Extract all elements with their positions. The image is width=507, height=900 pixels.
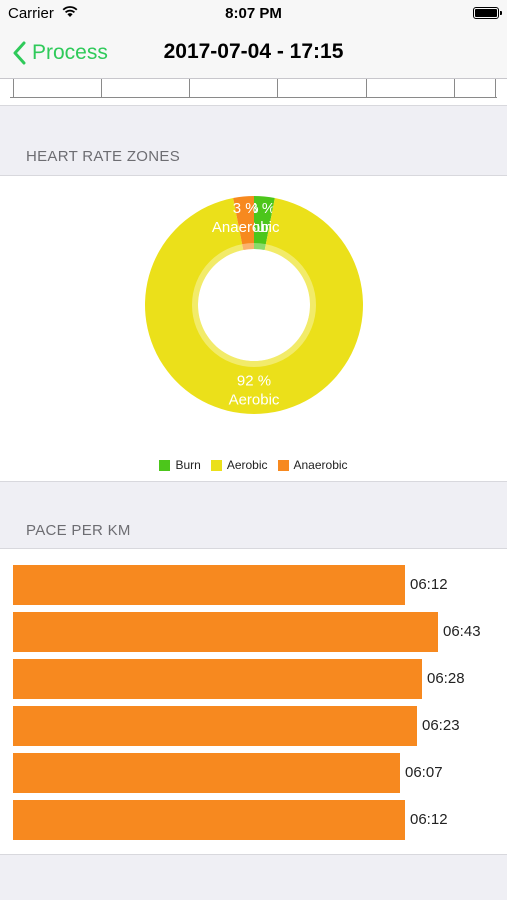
- chart-tick: [13, 79, 14, 97]
- heart-rate-section-title: HEART RATE ZONES: [26, 148, 180, 165]
- donut-slice-aerobic: [144, 198, 363, 414]
- legend-label: Anaerobic: [293, 458, 348, 472]
- clock: 8:07 PM: [225, 5, 282, 22]
- chart-baseline: [10, 97, 497, 98]
- chart-tick: [454, 79, 455, 97]
- pace-card: 06:12 06:43 06:28 06:23 06:07 06:12: [0, 548, 507, 855]
- pace-bar-label: 06:07: [405, 764, 443, 781]
- donut-value-label: 92 %: [237, 373, 271, 390]
- heart-rate-legend: Burn Aerobic Anaerobic: [0, 458, 507, 472]
- pace-section-title: PACE PER KM: [26, 522, 131, 539]
- legend-swatch: [277, 459, 289, 471]
- pace-bar: [13, 659, 422, 699]
- pace-bar: [13, 612, 438, 652]
- legend-label: Burn: [175, 458, 201, 472]
- previous-chart-strip: [0, 79, 507, 106]
- pace-bar-row: 06:23: [13, 706, 477, 746]
- chart-tick: [189, 79, 190, 97]
- legend-item-aerobic: Aerobic: [210, 458, 268, 472]
- pace-bar-label: 06:12: [410, 811, 448, 828]
- pace-bar-label: 06:28: [427, 670, 465, 687]
- chart-tick: [101, 79, 102, 97]
- donut-category-label: Anaerobic: [212, 219, 280, 236]
- navigation-bar: Process 2017-07-04 - 17:15: [0, 28, 507, 79]
- donut-category-label: Aerobic: [229, 392, 280, 409]
- chart-tick: [366, 79, 367, 97]
- legend-label: Aerobic: [226, 458, 268, 472]
- battery-icon: [473, 7, 502, 19]
- pace-bar: [13, 565, 405, 605]
- legend-swatch: [159, 459, 171, 471]
- pace-bar-row: 06:43: [13, 612, 498, 652]
- chart-tick: [495, 79, 496, 97]
- legend-swatch: [210, 459, 222, 471]
- pace-bar-row: 06:12: [13, 565, 465, 605]
- pace-bar-label: 06:43: [443, 623, 481, 640]
- pace-bar: [13, 753, 400, 793]
- pace-bar-row: 06:07: [13, 753, 460, 793]
- legend-item-burn: Burn: [159, 458, 201, 472]
- donut-slice-anaerobic: [233, 196, 254, 251]
- wifi-icon: [62, 6, 78, 17]
- heart-rate-card: 3 % Burn 92 % Aerobic 3 % Anaerobic Burn Aerob…: [0, 175, 507, 482]
- pace-bar-row: 06:12: [13, 800, 465, 840]
- status-bar: Carrier 8:07 PM: [0, 0, 507, 28]
- chevron-left-icon: [13, 41, 26, 65]
- pace-bar: [13, 706, 417, 746]
- carrier-label: Carrier: [8, 5, 54, 22]
- back-button-label: Process: [32, 41, 108, 64]
- back-button[interactable]: Process: [12, 38, 108, 68]
- pace-bar-label: 06:23: [422, 717, 460, 734]
- donut-value-label: 3 %: [233, 200, 259, 217]
- donut-value-label: 3 %: [249, 200, 275, 217]
- pace-bar: [13, 800, 405, 840]
- legend-item-anaerobic: Anaerobic: [277, 458, 348, 472]
- chart-tick: [277, 79, 278, 97]
- pace-bar-label: 06:12: [410, 576, 448, 593]
- pace-bar-row: 06:28: [13, 659, 482, 699]
- donut-inner-ring: [192, 243, 316, 367]
- donut-slice-burn: [254, 196, 275, 251]
